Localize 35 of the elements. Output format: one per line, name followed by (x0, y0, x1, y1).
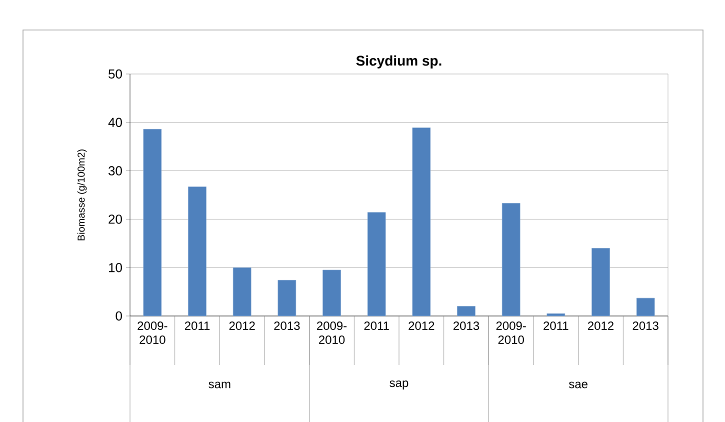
x-tick-label: 2012 (229, 322, 255, 330)
x-tick-label: 2011 (364, 322, 389, 330)
text: sap (390, 380, 408, 390)
x-tick-label: 2013 (274, 322, 300, 330)
chart-title: Sicydium sp. (356, 55, 442, 68)
bar (322, 270, 341, 316)
bar (412, 128, 431, 316)
y-axis-title: Biomasse (g/100m2) (77, 150, 87, 240)
y-tick-label: 40 (108, 118, 122, 127)
y-tick-label: 10 (109, 262, 122, 272)
bar (232, 267, 252, 316)
x-tick-label: 2009-2010 (317, 322, 347, 344)
bar (143, 128, 162, 316)
y-tick-label: 30 (108, 166, 122, 176)
x-tick-label: 2012 (408, 322, 434, 330)
bar (546, 313, 566, 316)
x-tick-label: 2012 (588, 322, 614, 330)
bar (592, 248, 610, 316)
y-tick-label: 50 (108, 69, 122, 79)
x-tick-label: 2011 (184, 322, 210, 330)
bar (188, 186, 206, 316)
bar (457, 306, 476, 316)
y-tick-label: 0 (116, 311, 122, 321)
text: sae (568, 382, 588, 388)
x-tick-label: 2009-2010 (138, 322, 168, 344)
bar (367, 212, 386, 316)
x-tick-label: 2013 (454, 322, 480, 330)
x-tick-label: 2013 (632, 322, 658, 330)
x-tick-label: 2009-2010 (496, 322, 526, 344)
text: sam (208, 382, 230, 388)
bar (636, 298, 655, 316)
y-tick-label: 20 (108, 214, 122, 224)
bar (502, 203, 520, 316)
bar (278, 280, 296, 316)
x-tick-label: 2011 (544, 322, 568, 330)
